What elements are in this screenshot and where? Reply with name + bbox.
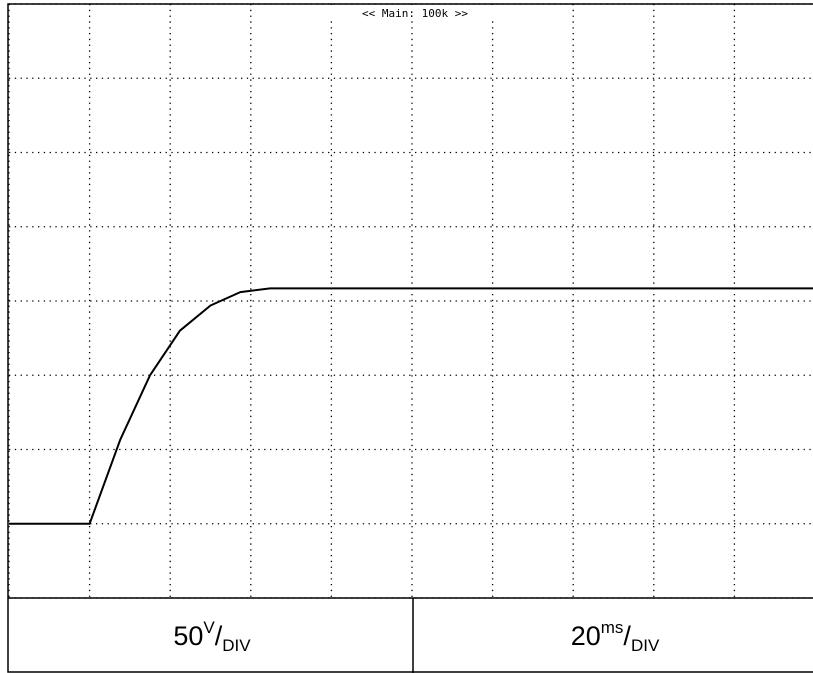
- screen-border: [7, 3, 813, 673]
- scale-unit: V: [203, 618, 215, 637]
- scale-value: 50: [173, 621, 203, 651]
- chart-title: << Main: 100k >>: [362, 7, 468, 20]
- vertical-scale: 50V/DIV: [173, 618, 251, 655]
- scale-unit: ms: [601, 618, 624, 637]
- scale-per: DIV: [222, 636, 251, 655]
- scale-slash: /: [623, 621, 631, 651]
- scale-per: DIV: [631, 636, 660, 655]
- horizontal-scale: 20ms/DIV: [571, 618, 660, 655]
- scale-value: 20: [571, 621, 601, 651]
- scale-slash: /: [215, 621, 223, 651]
- waveform: [9, 287, 813, 525]
- title-background: [330, 5, 500, 21]
